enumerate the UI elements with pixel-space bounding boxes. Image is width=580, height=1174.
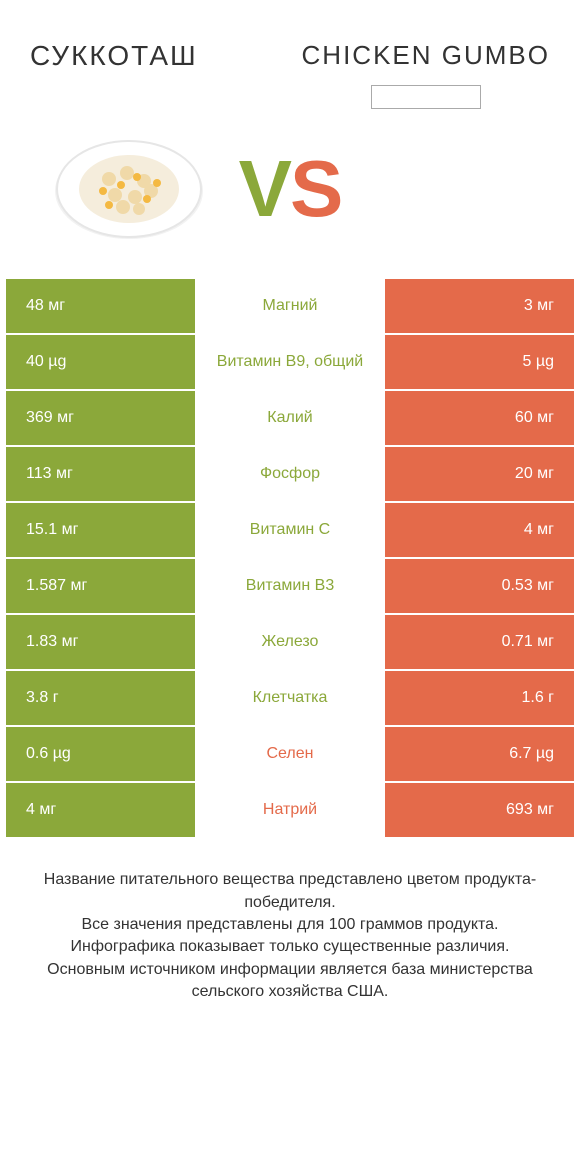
vs-label: VS bbox=[239, 143, 342, 235]
table-row: 48 мгМагний3 мг bbox=[6, 279, 574, 333]
nutrient-label: Витамин C bbox=[195, 503, 384, 557]
footer-line-3: Инфографика показывает только существенн… bbox=[20, 936, 560, 958]
value-right: 0.71 мг bbox=[385, 615, 574, 669]
value-right: 20 мг bbox=[385, 447, 574, 501]
value-right: 60 мг bbox=[385, 391, 574, 445]
value-right: 1.6 г bbox=[385, 671, 574, 725]
value-left: 3.8 г bbox=[6, 671, 195, 725]
nutrient-label: Натрий bbox=[195, 783, 384, 837]
nutrient-label: Фосфор bbox=[195, 447, 384, 501]
table-row: 40 µgВитамин B9, общий5 µg bbox=[6, 335, 574, 389]
table-row: 0.6 µgСелен6.7 µg bbox=[6, 727, 574, 781]
right-title-wrap: CHICKEN GUMBO bbox=[302, 40, 550, 109]
value-right: 5 µg bbox=[385, 335, 574, 389]
table-row: 369 мгКалий60 мг bbox=[6, 391, 574, 445]
product-title-left: СУККОТАШ bbox=[30, 40, 198, 72]
table-row: 3.8 гКлетчатка1.6 г bbox=[6, 671, 574, 725]
nutrient-table: 48 мгМагний3 мг40 µgВитамин B9, общий5 µ… bbox=[0, 279, 580, 839]
value-right: 0.53 мг bbox=[385, 559, 574, 613]
value-right: 4 мг bbox=[385, 503, 574, 557]
table-row: 1.587 мгВитамин B30.53 мг bbox=[6, 559, 574, 613]
value-right: 3 мг bbox=[385, 279, 574, 333]
value-right: 693 мг bbox=[385, 783, 574, 837]
table-row: 15.1 мгВитамин C4 мг bbox=[6, 503, 574, 557]
nutrient-label: Витамин B9, общий bbox=[195, 335, 384, 389]
value-left: 369 мг bbox=[6, 391, 195, 445]
product-title-right: CHICKEN GUMBO bbox=[302, 40, 550, 71]
table-row: 1.83 мгЖелезо0.71 мг bbox=[6, 615, 574, 669]
succotash-plate-icon bbox=[49, 129, 209, 249]
value-right: 6.7 µg bbox=[385, 727, 574, 781]
footer-notes: Название питательного вещества представл… bbox=[0, 839, 580, 1023]
footer-line-1: Название питательного вещества представл… bbox=[20, 869, 560, 914]
nutrient-label: Калий bbox=[195, 391, 384, 445]
vs-v: V bbox=[239, 144, 290, 233]
value-left: 48 мг bbox=[6, 279, 195, 333]
nutrient-label: Клетчатка bbox=[195, 671, 384, 725]
nutrient-label: Витамин B3 bbox=[195, 559, 384, 613]
value-left: 113 мг bbox=[6, 447, 195, 501]
table-row: 113 мгФосфор20 мг bbox=[6, 447, 574, 501]
footer-line-4: Основным источником информации является … bbox=[20, 959, 560, 1004]
nutrient-label: Селен bbox=[195, 727, 384, 781]
value-left: 0.6 µg bbox=[6, 727, 195, 781]
value-left: 1.587 мг bbox=[6, 559, 195, 613]
value-left: 15.1 мг bbox=[6, 503, 195, 557]
value-left: 1.83 мг bbox=[6, 615, 195, 669]
value-left: 4 мг bbox=[6, 783, 195, 837]
nutrient-label: Магний bbox=[195, 279, 384, 333]
table-row: 4 мгНатрий693 мг bbox=[6, 783, 574, 837]
vs-s: S bbox=[290, 144, 341, 233]
value-left: 40 µg bbox=[6, 335, 195, 389]
image-placeholder-box bbox=[371, 85, 481, 109]
header: СУККОТАШ CHICKEN GUMBO bbox=[0, 0, 580, 119]
vs-row: VS bbox=[0, 119, 580, 279]
footer-line-2: Все значения представлены для 100 граммо… bbox=[20, 914, 560, 936]
nutrient-label: Железо bbox=[195, 615, 384, 669]
